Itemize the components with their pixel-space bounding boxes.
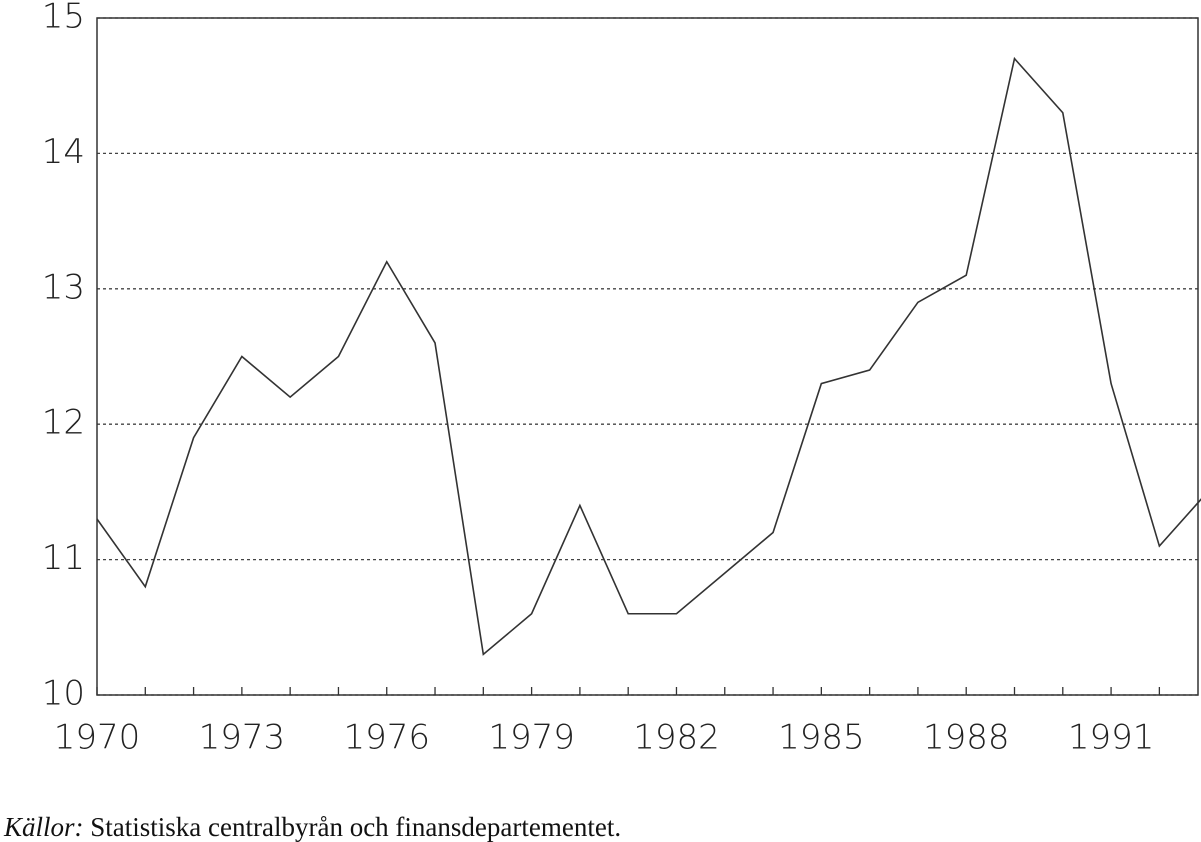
source-text: Statistiska centralbyrån och finansdepar… bbox=[90, 812, 621, 842]
x-tick-label: 1982 bbox=[633, 718, 720, 758]
x-tick-label: 1979 bbox=[488, 718, 575, 758]
y-tick-label: 14 bbox=[42, 132, 85, 172]
y-tick-label: 10 bbox=[42, 674, 85, 714]
x-tick-label: 1973 bbox=[199, 718, 286, 758]
x-tick-label: 1970 bbox=[54, 718, 141, 758]
x-tick-label: 1976 bbox=[343, 718, 430, 758]
x-tick-label: 1991 bbox=[1068, 718, 1155, 758]
source-label: Källor: bbox=[3, 812, 84, 842]
y-tick-label: 11 bbox=[42, 538, 85, 578]
data-line bbox=[96, 56, 1201, 656]
y-tick-label: 15 bbox=[42, 0, 85, 37]
x-tick-label: 1988 bbox=[923, 718, 1010, 758]
x-tick-label: 1985 bbox=[778, 718, 865, 758]
y-tick-label: 13 bbox=[42, 267, 85, 307]
y-tick-label: 12 bbox=[42, 403, 85, 443]
plot-frame bbox=[96, 17, 1199, 696]
source: Källor: Statistiska centralbyrån och fin… bbox=[3, 812, 621, 842]
